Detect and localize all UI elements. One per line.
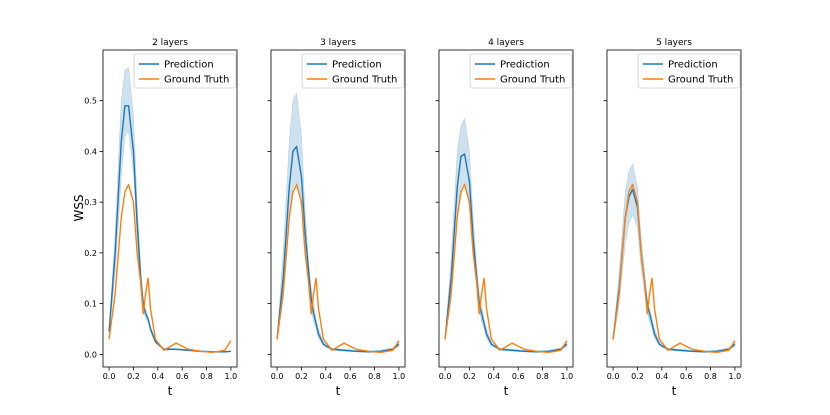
x-tick-label: 1.0 bbox=[393, 372, 406, 381]
x-tick-label: 0.6 bbox=[680, 372, 693, 381]
y-tick-label: 0.3 bbox=[84, 198, 97, 207]
x-tick-label: 1.0 bbox=[561, 372, 574, 381]
x-tick-label: 0.6 bbox=[512, 372, 525, 381]
prediction-uncertainty-band bbox=[108, 67, 232, 353]
panel-title: 5 layers bbox=[656, 38, 692, 48]
y-tick-label: 0.1 bbox=[84, 300, 97, 309]
x-tick-label: 0.6 bbox=[344, 372, 357, 381]
legend-label: Ground Truth bbox=[500, 75, 565, 86]
legend-label: Prediction bbox=[332, 60, 382, 71]
x-tick-label: 0.2 bbox=[631, 372, 644, 381]
subplot-panel: 3 layers 0.0 0.2 0.4 0.6 0.8 1.0 t Prediction Gro… bbox=[267, 38, 406, 398]
axes-frame bbox=[438, 49, 574, 368]
ground-truth-series-line bbox=[276, 183, 400, 353]
subplot-panel: 5 layers 0.0 0.2 0.4 0.6 0.8 1.0 t Prediction Gro… bbox=[603, 38, 742, 398]
legend-box bbox=[301, 53, 405, 89]
legend-label: Prediction bbox=[668, 60, 718, 71]
prediction-series-line bbox=[612, 188, 736, 353]
x-tick-label: 0.8 bbox=[704, 372, 717, 381]
legend-box bbox=[637, 53, 741, 89]
legend: Prediction Ground Truth bbox=[469, 53, 573, 89]
x-tick-label: 0.0 bbox=[607, 372, 620, 381]
x-tick-label: 0.2 bbox=[463, 372, 476, 381]
legend-box bbox=[133, 53, 237, 89]
x-tick-label: 0.8 bbox=[536, 372, 549, 381]
panel-title: 3 layers bbox=[320, 38, 356, 48]
x-tick-label: 0.4 bbox=[487, 372, 500, 381]
legend: Prediction Ground Truth bbox=[637, 53, 741, 89]
legend-label: Ground Truth bbox=[332, 75, 397, 86]
panel-title: 2 layers bbox=[152, 38, 188, 48]
ground-truth-series-line bbox=[108, 183, 232, 353]
legend-label: Prediction bbox=[500, 60, 550, 71]
ground-truth-series-line bbox=[444, 183, 568, 353]
x-tick-label: 0.2 bbox=[295, 372, 308, 381]
prediction-series-line bbox=[444, 153, 568, 353]
subplot-panel: 2 layers 0.0 0.2 0.4 0.6 0.8 1.0 0.0 0.1 0.2 0.3 0.… bbox=[84, 38, 238, 398]
prediction-uncertainty-band bbox=[276, 92, 400, 353]
x-tick-label: 1.0 bbox=[225, 372, 238, 381]
x-tick-label: 0.0 bbox=[103, 372, 116, 381]
y-axis-label: WSS bbox=[72, 194, 86, 221]
x-tick-label: 0.4 bbox=[151, 372, 164, 381]
prediction-series-line bbox=[276, 145, 400, 353]
legend-label: Ground Truth bbox=[164, 75, 229, 86]
x-tick-label: 0.8 bbox=[368, 372, 381, 381]
axes-frame bbox=[606, 49, 742, 368]
ground-truth-series-line bbox=[612, 183, 736, 353]
legend-box bbox=[469, 53, 573, 89]
y-tick-label: 0.4 bbox=[84, 147, 97, 156]
prediction-uncertainty-band bbox=[444, 117, 568, 353]
legend: Prediction Ground Truth bbox=[301, 53, 405, 89]
x-tick-label: 1.0 bbox=[729, 372, 742, 381]
legend: Prediction Ground Truth bbox=[133, 53, 237, 89]
x-axis-label: t bbox=[672, 384, 677, 398]
panel-title: 4 layers bbox=[488, 38, 524, 48]
legend-label: Prediction bbox=[164, 60, 214, 71]
subplot-panel: 4 layers 0.0 0.2 0.4 0.6 0.8 1.0 t Prediction Gro… bbox=[435, 38, 574, 398]
x-tick-label: 0.0 bbox=[271, 372, 284, 381]
y-tick-label: 0.0 bbox=[84, 350, 97, 359]
x-tick-label: 0.0 bbox=[439, 372, 452, 381]
x-axis-label: t bbox=[504, 384, 509, 398]
axes-frame bbox=[270, 49, 406, 368]
x-axis-label: t bbox=[336, 384, 341, 398]
axes-frame bbox=[102, 49, 238, 368]
y-tick-label: 0.2 bbox=[84, 249, 97, 258]
x-tick-label: 0.2 bbox=[127, 372, 140, 381]
x-axis-label: t bbox=[168, 384, 173, 398]
x-tick-label: 0.4 bbox=[319, 372, 332, 381]
x-tick-label: 0.8 bbox=[200, 372, 213, 381]
y-tick-label: 0.5 bbox=[84, 97, 97, 106]
prediction-series-line bbox=[108, 105, 231, 353]
x-tick-label: 0.4 bbox=[655, 372, 668, 381]
prediction-uncertainty-band bbox=[612, 163, 736, 353]
legend-label: Ground Truth bbox=[668, 75, 733, 86]
x-tick-label: 0.6 bbox=[176, 372, 189, 381]
